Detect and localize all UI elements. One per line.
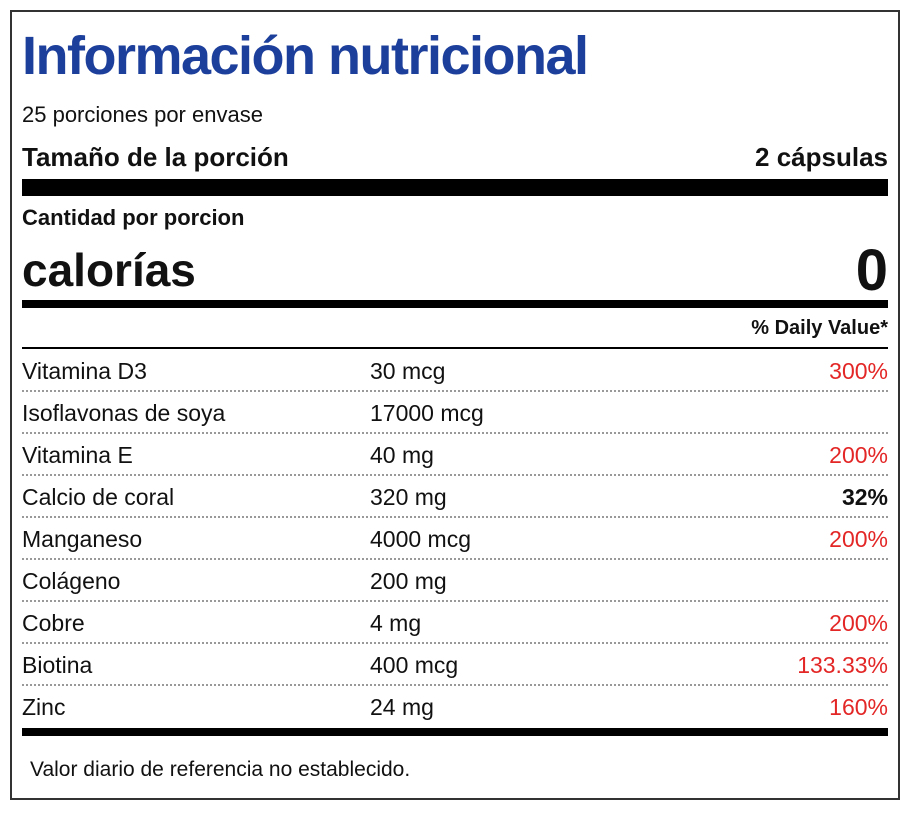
nutrient-daily-value: 200%: [829, 526, 888, 552]
nutrient-name: Colágeno: [22, 568, 121, 594]
nutrient-amount: 320 mg: [370, 484, 447, 510]
nutrient-amount: 4 mg: [370, 610, 422, 636]
medium-divider: [22, 300, 888, 308]
amount-per-serving-label: Cantidad por porcion: [22, 205, 245, 230]
thin-divider: [22, 347, 888, 349]
nutrient-amount: 24 mg: [370, 694, 434, 720]
nutrient-name: Vitamina D3: [22, 358, 147, 384]
nutrient-amount: 4000 mcg: [370, 526, 472, 552]
nutrient-daily-value: 200%: [829, 442, 888, 468]
nutrient-amount: 400 mcg: [370, 652, 459, 678]
nutrition-facts-panel: Información nutricional 25 porciones por…: [10, 10, 900, 800]
nutrient-amount: 40 mg: [370, 442, 434, 468]
nutrient-row: Vitamina E 40 mg 200%: [22, 434, 888, 476]
nutrient-table: Vitamina D3 30 mcg 300% Isoflavonas de s…: [22, 350, 888, 728]
nutrient-row: Vitamina D3 30 mcg 300%: [22, 350, 888, 392]
nutrient-amount: 30 mcg: [370, 358, 446, 384]
nutrient-row: Biotina 400 mcg 133.33%: [22, 644, 888, 686]
nutrient-row: Zinc 24 mg 160%: [22, 686, 888, 728]
nutrient-name: Cobre: [22, 610, 85, 636]
nutrient-row: Manganeso 4000 mcg 200%: [22, 518, 888, 560]
servings-per-container: 25 porciones por envase: [22, 102, 263, 127]
bottom-divider: [22, 728, 888, 736]
nutrient-name: Calcio de coral: [22, 484, 175, 510]
daily-value-header: % Daily Value*: [751, 317, 888, 339]
calories-row: calorías 0: [22, 238, 888, 303]
nutrient-row: Isoflavonas de soya 17000 mcg: [22, 392, 888, 434]
thick-divider-top: [22, 179, 888, 196]
nutrient-amount: 200 mg: [370, 568, 447, 594]
nutrient-row: Colágeno 200 mg: [22, 560, 888, 602]
nutrient-amount: 17000 mcg: [370, 400, 484, 426]
serving-size-label: Tamaño de la porción: [22, 141, 289, 172]
serving-size-value: 2 cápsulas: [755, 141, 888, 172]
nutrient-daily-value: 160%: [829, 694, 888, 720]
nutrient-daily-value: 133.33%: [797, 652, 888, 678]
label-title: Información nutricional: [22, 26, 589, 86]
nutrient-name: Zinc: [22, 694, 66, 720]
nutrient-name: Vitamina E: [22, 442, 133, 468]
nutrient-row: Calcio de coral 320 mg 32%: [22, 476, 888, 518]
nutrient-name: Isoflavonas de soya: [22, 400, 226, 426]
footnote: Valor diario de referencia no establecid…: [30, 758, 411, 781]
nutrient-daily-value: 200%: [829, 610, 888, 636]
nutrient-row: Cobre 4 mg 200%: [22, 602, 888, 644]
serving-size-row: Tamaño de la porción 2 cápsulas: [22, 141, 888, 173]
calories-label: calorías: [22, 244, 196, 296]
nutrient-name: Manganeso: [22, 526, 143, 552]
nutrient-daily-value: 32%: [841, 484, 888, 510]
calories-value: 0: [855, 237, 888, 303]
nutrient-daily-value: 300%: [829, 358, 888, 384]
nutrient-name: Biotina: [22, 652, 93, 678]
